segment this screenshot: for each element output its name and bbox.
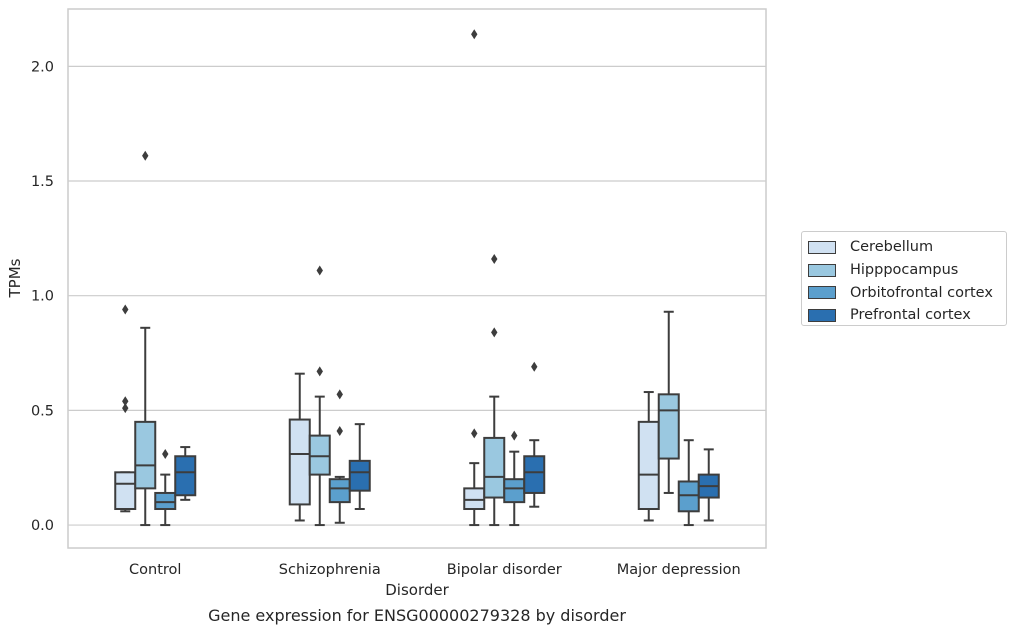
box-hipppocampus [483, 254, 506, 527]
box-cerebellum [637, 391, 660, 522]
box-plots [114, 29, 720, 527]
box-orbitofrontal-cortex [154, 448, 177, 527]
box-prefrontal-cortex [523, 361, 546, 508]
outlier-point [471, 29, 478, 40]
box-iqr [134, 420, 157, 490]
box-iqr [503, 478, 526, 504]
box-prefrontal-cortex [697, 448, 720, 522]
x-tick-label: Schizophrenia [279, 562, 381, 578]
outlier-point [122, 403, 129, 414]
outlier-point [491, 327, 498, 338]
y-tick-labels: 0.0 0.5 1.0 1.5 2.0 [31, 59, 54, 534]
box-cerebellum [463, 29, 486, 527]
outlier-point [471, 428, 478, 439]
y-tick-label: 1.0 [31, 289, 54, 305]
box-iqr [308, 434, 331, 476]
box-iqr [637, 420, 660, 511]
box-iqr [483, 436, 506, 499]
outlier-point [162, 448, 169, 459]
box-hipppocampus [657, 310, 680, 494]
legend-label: Orbitofrontal cortex [850, 284, 993, 301]
x-tick-label: Control [129, 562, 181, 578]
box-hipppocampus [308, 265, 331, 527]
x-tick-label: Bipolar disorder [447, 562, 562, 578]
x-axis-label: Disorder [385, 581, 449, 599]
box-iqr [154, 491, 177, 511]
legend-swatch [808, 308, 836, 322]
chart-caption: Gene expression for ENSG00000279328 by d… [208, 606, 626, 625]
box-hipppocampus [134, 150, 157, 527]
outlier-point [491, 254, 498, 265]
y-tick-label: 0.0 [31, 518, 54, 534]
outlier-point [531, 361, 538, 372]
box-iqr [328, 478, 351, 504]
box-iqr [657, 393, 680, 460]
legend-swatch [808, 286, 836, 300]
box-cerebellum [114, 304, 137, 513]
box-iqr [463, 487, 486, 511]
box-iqr [174, 455, 197, 497]
y-tick-label: 1.5 [31, 174, 54, 190]
box-orbitofrontal-cortex [677, 439, 700, 527]
plot-frame [67, 8, 767, 549]
outlier-point [316, 366, 323, 377]
box-iqr [348, 459, 371, 492]
box-orbitofrontal-cortex [503, 430, 526, 527]
outlier-point [511, 430, 518, 441]
y-tick-label: 0.5 [31, 403, 54, 419]
legend-label: Prefrontal cortex [850, 307, 971, 324]
box-prefrontal-cortex [174, 446, 197, 501]
legend-swatch [808, 240, 836, 254]
outlier-point [336, 426, 343, 437]
outlier-point [122, 304, 129, 315]
box-iqr [523, 455, 546, 494]
legend: Cerebellum Hipppocampus Orbitofrontal cort… [801, 231, 1007, 326]
x-tick-labels: Control Schizophrenia Bipolar disorder Majo… [129, 562, 741, 578]
box-iqr [288, 418, 311, 506]
legend-item: Prefrontal cortex [808, 304, 1006, 327]
outlier-point [316, 265, 323, 276]
legend-item: Hipppocampus [808, 259, 1006, 282]
outlier-point [336, 389, 343, 400]
legend-label: Cerebellum [850, 239, 934, 256]
y-axis-label: TPMs [6, 258, 24, 298]
legend-label: Hipppocampus [850, 262, 959, 279]
box-cerebellum [288, 372, 311, 522]
outlier-point [122, 396, 129, 407]
legend-item: Cerebellum [808, 236, 1006, 259]
box-iqr [114, 471, 137, 511]
x-tick-label: Major depression [617, 562, 741, 578]
legend-item: Orbitofrontal cortex [808, 281, 1006, 304]
outlier-point [142, 150, 149, 161]
legend-swatch [808, 263, 836, 277]
box-orbitofrontal-cortex [328, 389, 351, 524]
box-prefrontal-cortex [348, 423, 371, 511]
box-iqr [677, 480, 700, 513]
y-tick-label: 2.0 [31, 59, 54, 75]
